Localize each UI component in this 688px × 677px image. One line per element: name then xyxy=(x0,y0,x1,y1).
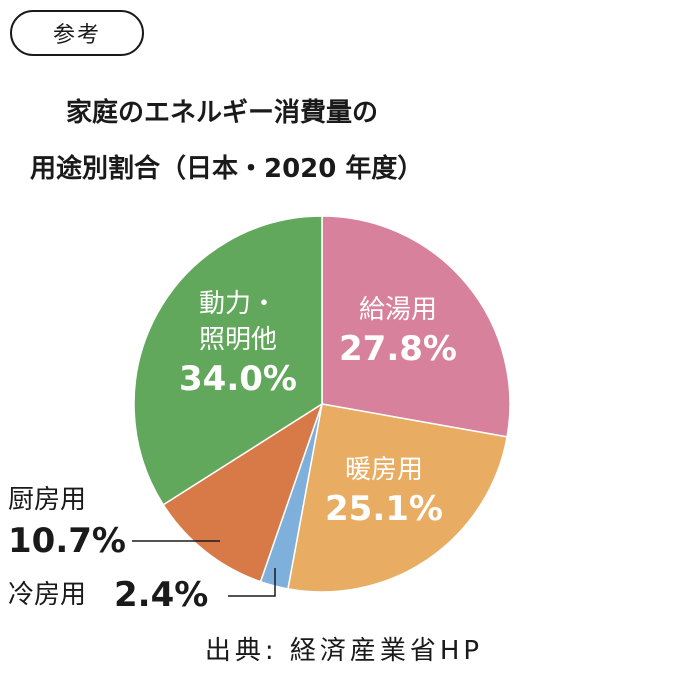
pie-slice-chubo xyxy=(162,402,324,583)
source-caption: 出典: 経済産業省HP xyxy=(204,636,484,666)
slice-value-kyuto: 27.8% xyxy=(339,329,457,369)
slice-value-reibo: 2.4% xyxy=(114,575,208,615)
chart-title-line1: 家庭のエネルギー消費量の xyxy=(66,98,379,128)
pie-slice-doryoku xyxy=(133,215,323,506)
reference-tag: 参考 xyxy=(10,10,144,56)
slice-name-doryoku: 動力・ xyxy=(199,289,277,319)
chart-title-line2: 用途別割合（日本・2020 年度） xyxy=(30,154,424,184)
slice-name-chubo: 厨房用 xyxy=(8,485,86,515)
slice-value-danbo: 25.1% xyxy=(325,489,443,529)
slice-name-kyuto: 給湯用 xyxy=(359,295,437,325)
slice-name-doryoku: 照明他 xyxy=(199,325,277,355)
pie-slice-kyuto xyxy=(321,215,511,438)
slice-value-chubo: 10.7% xyxy=(8,521,126,561)
slice-value-doryoku: 34.0% xyxy=(179,359,297,399)
slice-name-reibo: 冷房用 xyxy=(8,580,86,610)
leader-line-reibo xyxy=(228,568,276,597)
pie-slice-danbo xyxy=(287,403,508,593)
slice-name-danbo: 暖房用 xyxy=(345,455,423,485)
